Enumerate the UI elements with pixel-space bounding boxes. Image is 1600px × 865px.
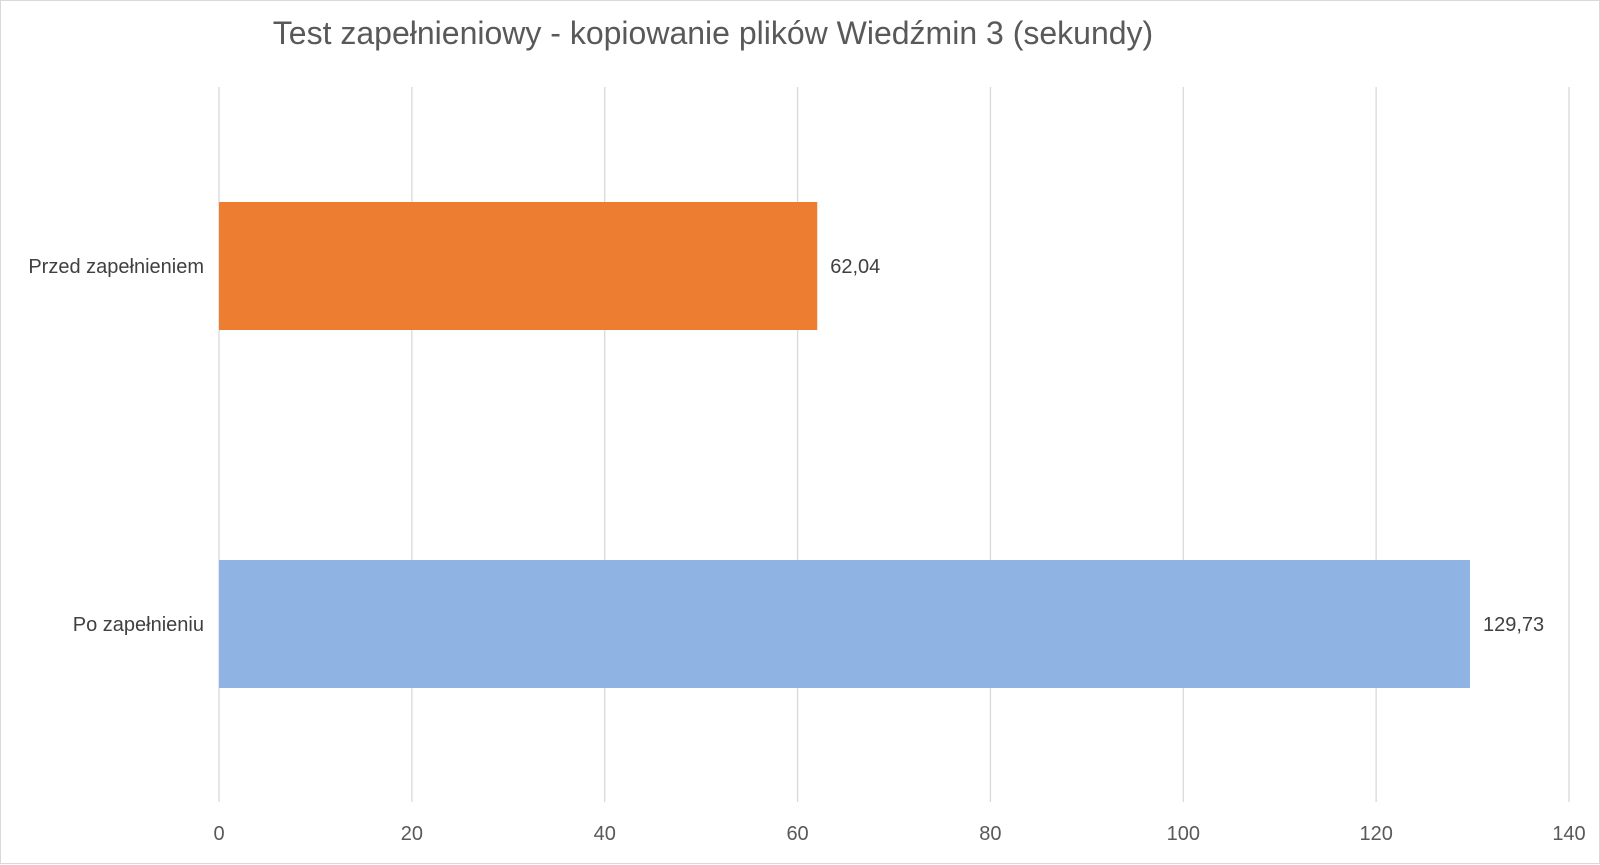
gridlines — [218, 87, 1570, 802]
x-tick-label: 80 — [979, 823, 1001, 845]
x-tick-label: 120 — [1359, 823, 1392, 845]
chart-title: Test zapełnieniowy - kopiowanie plików W… — [273, 15, 1153, 51]
x-tick-label: 100 — [1167, 823, 1200, 845]
category-label: Przed zapełnieniem — [28, 256, 204, 278]
x-tick-label: 0 — [213, 823, 224, 845]
y-axis-categories: Przed zapełnieniem Po zapełnieniu — [28, 256, 204, 636]
data-labels: 62,04 129,73 — [830, 256, 1544, 636]
category-label: Po zapełnieniu — [73, 614, 204, 636]
bar-przed-zapelnieniem — [219, 202, 818, 330]
data-label: 62,04 — [830, 256, 880, 278]
x-tick-label: 60 — [786, 823, 808, 845]
x-axis-ticks: 0 20 40 60 80 100 120 140 — [213, 823, 1585, 845]
bars — [219, 202, 1470, 688]
data-label: 129,73 — [1483, 614, 1544, 636]
x-tick-label: 20 — [401, 823, 423, 845]
x-tick-label: 40 — [594, 823, 616, 845]
bar-po-zapelnieniu — [219, 560, 1470, 688]
x-tick-label: 140 — [1552, 823, 1585, 845]
